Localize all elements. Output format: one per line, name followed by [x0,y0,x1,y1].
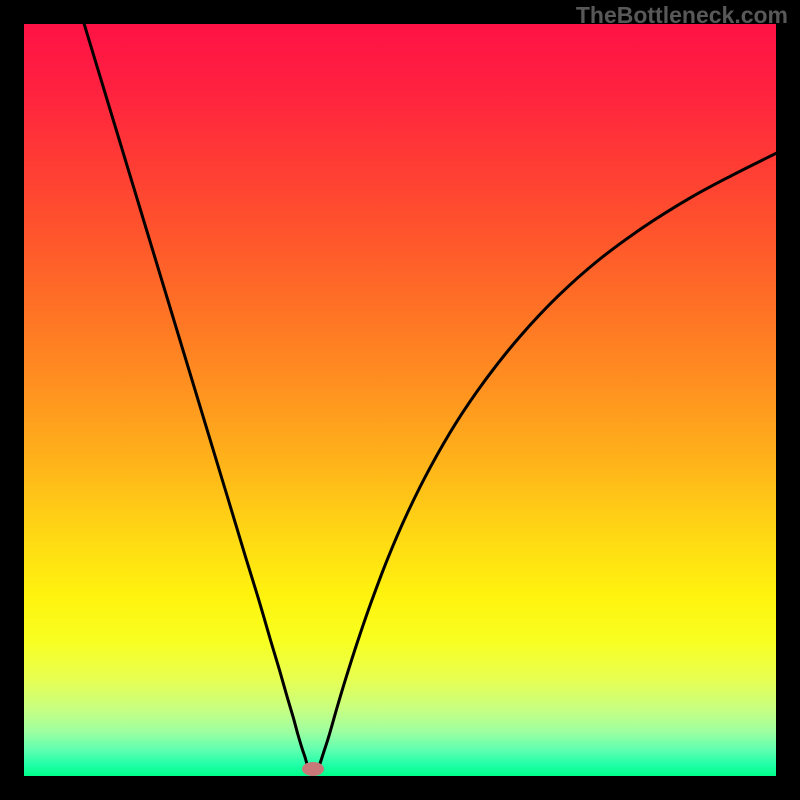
optimal-marker [302,762,324,776]
chart-container: TheBottleneck.com [0,0,800,800]
curve-overlay [0,0,800,800]
bottleneck-curve [84,24,776,775]
watermark-text: TheBottleneck.com [576,2,788,29]
